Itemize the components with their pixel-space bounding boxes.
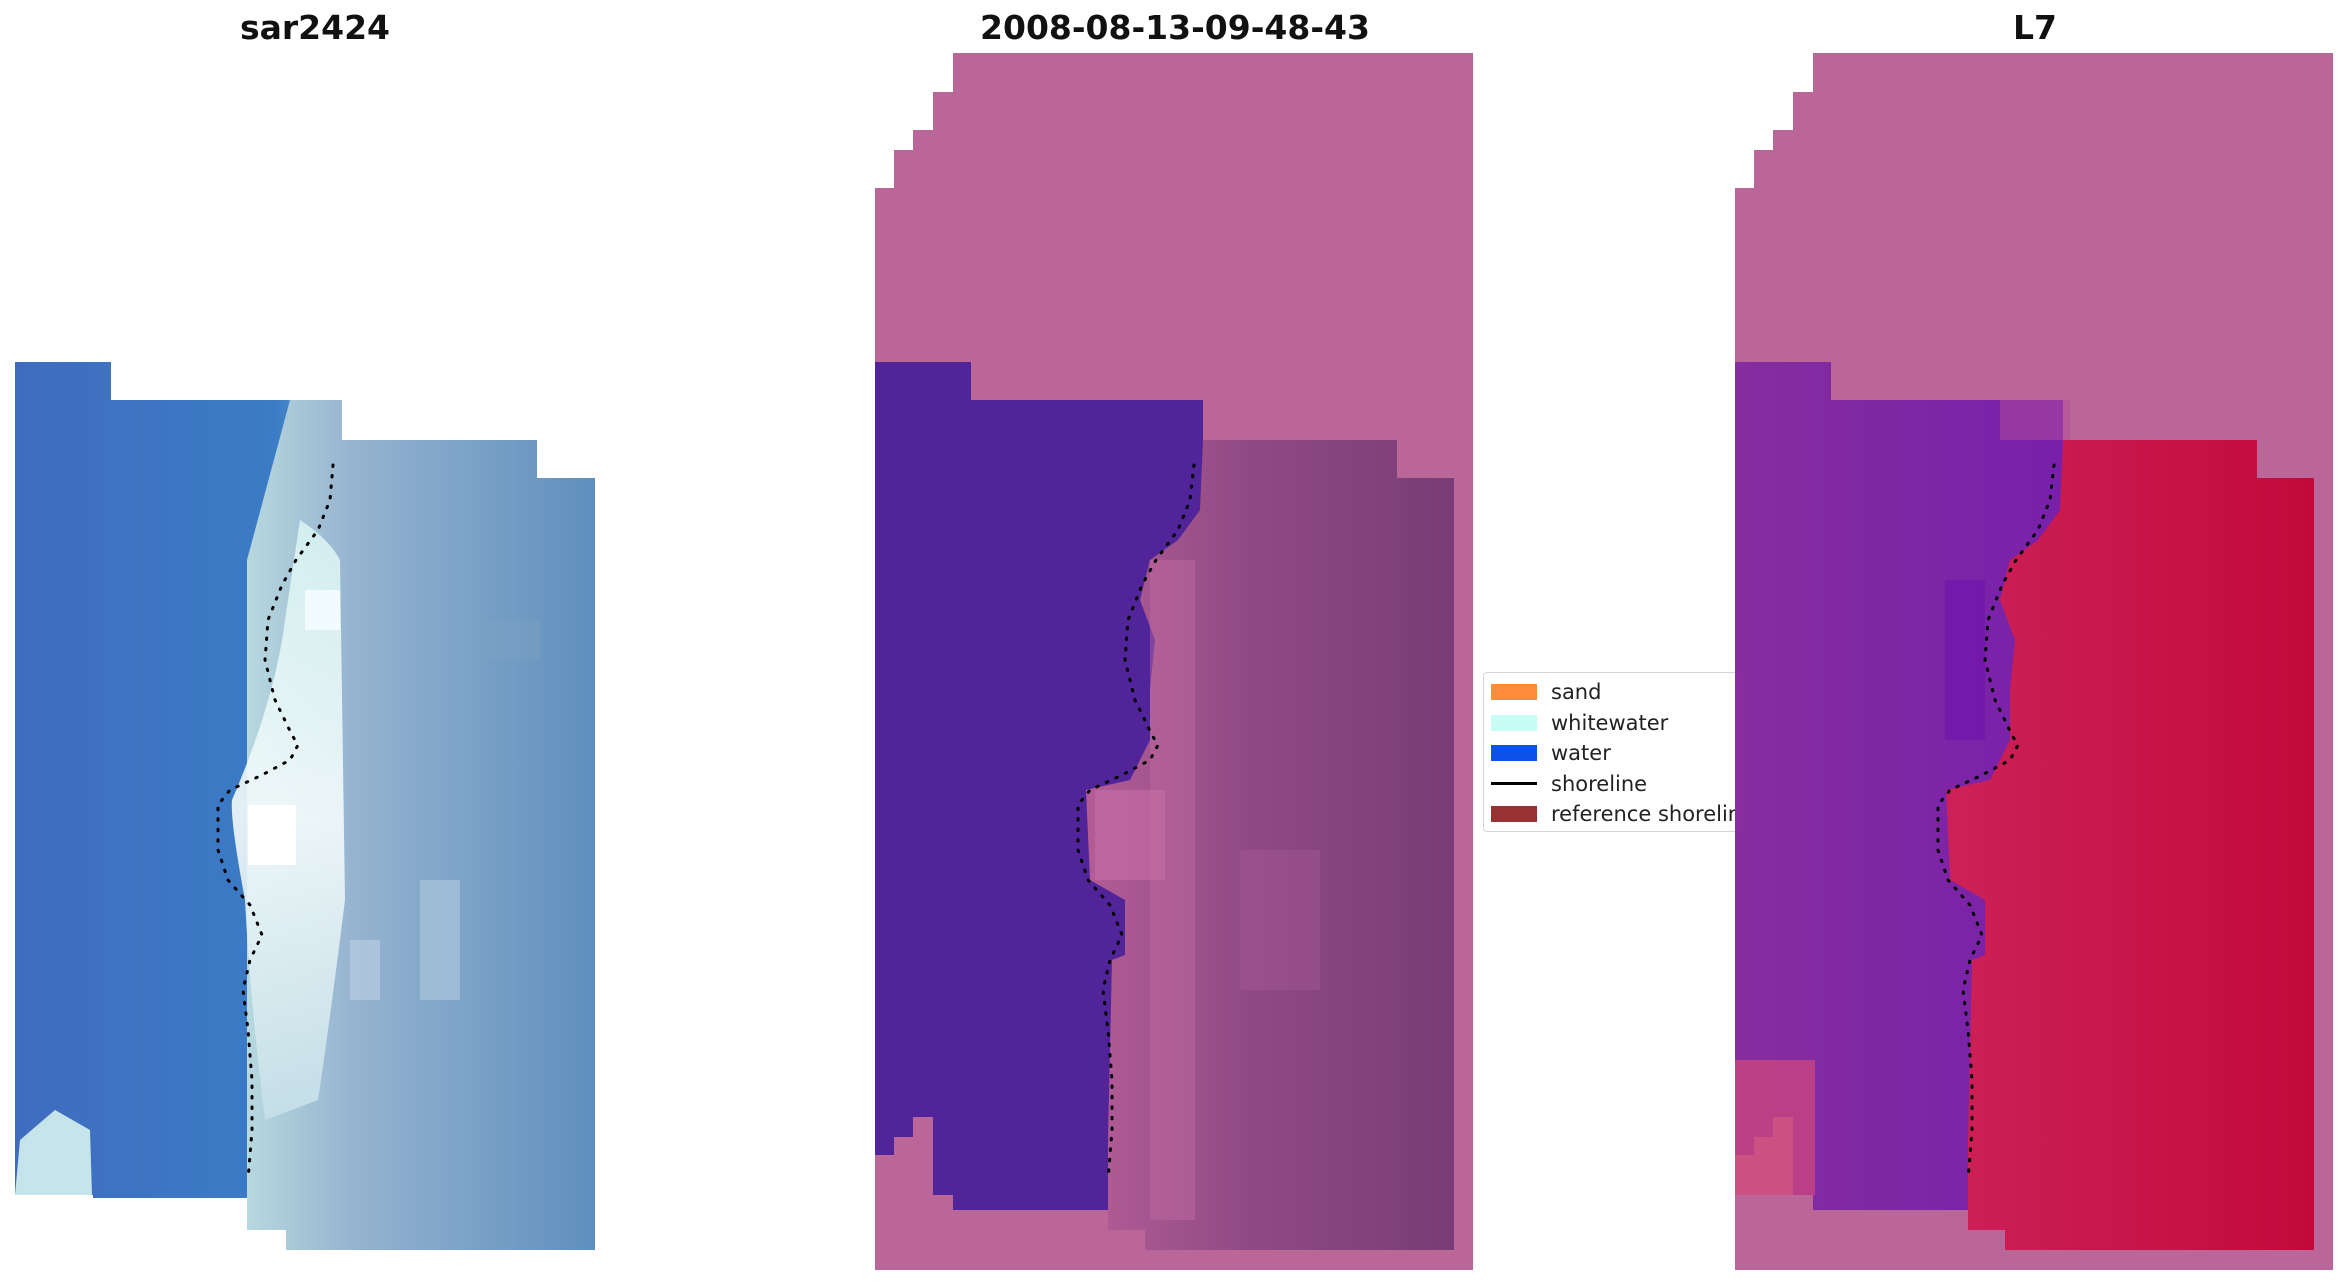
panel-title-classified: 2008-08-13-09-48-43 <box>980 8 1370 47</box>
legend-item-reference-shoreline: reference shoreline <box>1484 799 1743 830</box>
water-swatch <box>1491 745 1537 762</box>
legend-item-sand: sand <box>1484 677 1743 708</box>
whitewater-swatch <box>1491 714 1537 731</box>
legend: sand whitewater water shoreline referenc… <box>1483 672 1743 832</box>
legend-label: water <box>1551 741 1611 766</box>
shoreline-index <box>1936 463 2056 1182</box>
legend-label: whitewater <box>1551 710 1669 735</box>
legend-item-water: water <box>1484 738 1743 769</box>
sand-swatch <box>1491 684 1537 701</box>
index-image <box>1735 53 2333 1270</box>
reference-shoreline-swatch <box>1491 806 1537 823</box>
shoreline-rgb <box>216 463 335 1182</box>
panel-title-index: L7 <box>2013 8 2057 47</box>
panel-title-rgb: sar2424 <box>239 8 391 47</box>
shoreline-classified <box>1076 463 1196 1182</box>
legend-item-shoreline: shoreline <box>1484 769 1743 800</box>
legend-label: shoreline <box>1551 771 1648 796</box>
shoreline-line-swatch <box>1491 782 1537 786</box>
legend-label: sand <box>1551 680 1602 705</box>
rgb-image <box>15 362 595 1250</box>
classified-image <box>875 53 1473 1270</box>
legend-item-whitewater: whitewater <box>1484 708 1743 739</box>
legend-label: reference shoreline <box>1551 802 1743 827</box>
